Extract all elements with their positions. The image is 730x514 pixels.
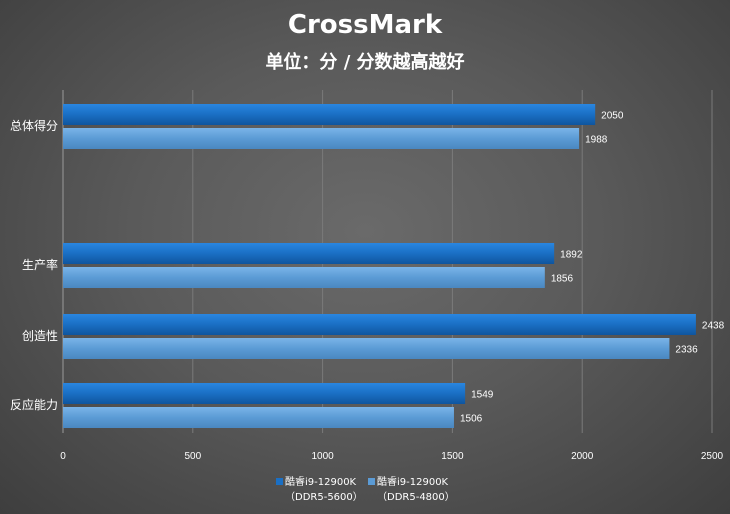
x-tick-label: 1500 <box>441 451 464 462</box>
bar <box>63 243 555 264</box>
x-tick-label: 1000 <box>311 451 334 462</box>
data-label: 1892 <box>560 250 583 261</box>
category-label: 反应能力 <box>10 397 58 412</box>
x-tick-label: 2500 <box>701 451 724 462</box>
bar <box>63 104 596 125</box>
bar <box>63 407 454 428</box>
data-label: 1988 <box>585 135 608 146</box>
category-label: 总体得分 <box>10 118 58 133</box>
legend-label-sub: （DDR5-4800） <box>377 491 455 503</box>
x-tick-label: 500 <box>184 451 201 462</box>
bar <box>63 314 696 335</box>
legend-label: 酷睿i9-12900K <box>285 475 357 488</box>
chart-subtitle: 单位：分 / 分数越高越好 <box>265 52 465 73</box>
legend-label-sub: （DDR5-5600） <box>285 491 363 503</box>
x-tick-label: 2000 <box>571 451 594 462</box>
data-label: 2438 <box>702 321 725 332</box>
labels: 0 500 1000 1500 2000 2500 总体得分 2050 1988 生产率 1892 1… <box>10 111 725 463</box>
legend-label: 酷睿i9-12900K <box>377 475 449 488</box>
data-label: 1506 <box>460 414 483 425</box>
data-label: 2050 <box>601 111 624 122</box>
legend-swatch <box>368 478 375 485</box>
data-label: 2336 <box>675 345 698 356</box>
category-label: 创造性 <box>22 329 58 343</box>
data-label: 1856 <box>551 274 574 285</box>
data-label: 1549 <box>471 390 494 401</box>
bar <box>63 338 670 359</box>
legend: 酷睿i9-12900K （DDR5-5600） 酷睿i9-12900K （DDR5-4… <box>276 475 455 503</box>
bars <box>63 104 696 428</box>
bar <box>63 383 466 404</box>
bar <box>63 267 545 288</box>
category-label: 生产率 <box>22 257 58 272</box>
legend-swatch <box>276 478 283 485</box>
chart-title: CrossMark <box>287 10 443 40</box>
bar <box>63 128 580 149</box>
x-tick-label: 0 <box>60 451 66 462</box>
